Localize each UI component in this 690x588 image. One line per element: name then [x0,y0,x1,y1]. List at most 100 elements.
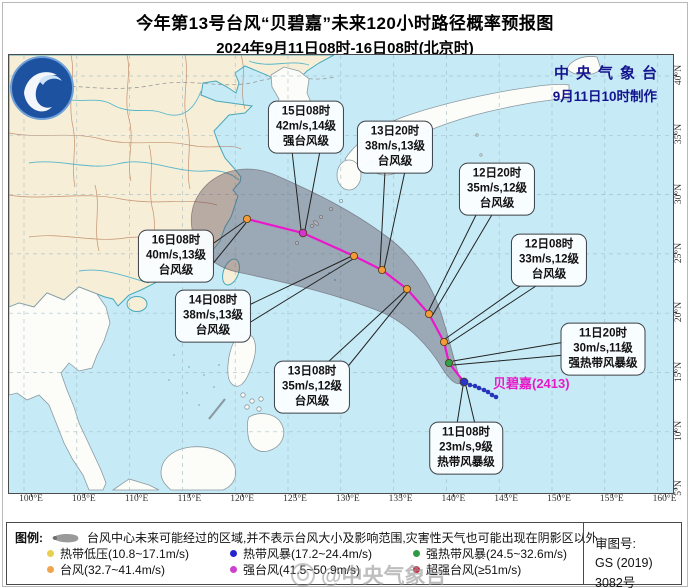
past-position-dot [481,387,487,393]
leader-lines [210,150,566,425]
legend-divider [583,523,585,584]
lon-label: 150°E [547,494,571,504]
page-title: 今年第13号台风“贝碧嘉”未来120小时路径概率预报图 [136,14,554,33]
past-position-dot [493,394,499,400]
forecast-label-13日08时: 13日08时 35m/s,12级 台风级 [273,360,351,414]
axis-tick [295,493,296,497]
forecast-label-11日20时: 11日20时 30m/s,11级 强热带风暴级 [560,322,646,376]
forecast-time: 16日08时 [151,234,201,247]
leader-line [326,290,406,364]
agency-name: 中央气象台 [553,65,664,82]
forecast-label-13日20时: 13日20时 38m/s,13级 台风级 [356,120,434,174]
forecast-position-dot [242,214,251,223]
palawan [208,398,226,420]
forecast-cat: 热带风暴级 [437,456,495,469]
cone-icon [52,533,79,542]
agency-issue-time: 9月11日10时制作 [552,89,657,104]
axis-tick [673,488,677,489]
axis-tick [673,134,677,135]
legend-title: 图例: [15,531,43,545]
forecast-position-dot [459,377,469,387]
forecast-label-14日08时: 14日08时 38m/s,13级 台风级 [174,289,252,343]
storm-name-label: 贝碧嘉(2413) [493,376,570,391]
legend-item-label: 热带低压(10.8~17.1m/s) [60,547,190,561]
legend-item-label: 强热带风暴(24.5~32.6m/s) [426,547,568,561]
axis-tick [242,493,244,497]
forecast-wind: 30m/s,11级 [573,342,633,355]
forecast-position-dot [349,251,358,260]
forecast-position-dot [402,284,411,293]
axis-tick [83,493,85,497]
leader-line [452,354,566,366]
forecast-cat: 台风级 [377,155,413,168]
legend-item: 强热带风暴(24.5~32.6m/s) [413,545,567,562]
forecast-cat: 强热带风暴级 [568,357,638,370]
forecast-cat: 台风级 [158,264,194,277]
legend-color-dot [413,566,420,573]
leader-line [291,150,302,231]
lon-label: 100°E [19,494,43,504]
lon-label: 155°E [599,494,624,504]
legend-item-label: 强台风(41.5~50.9m/s) [243,563,361,577]
sumatra [111,478,160,491]
axis-tick [673,253,677,254]
past-position-dot [467,382,473,388]
leader-line [447,283,540,345]
forecast-position-dot [377,265,386,274]
lon-label: 115°E [177,494,202,504]
hainan [126,296,148,312]
sea-islets [168,272,336,406]
okinawa [312,220,320,226]
leader-line [344,291,409,371]
axis-tick [506,493,508,497]
axis-tick [673,312,677,313]
leader-line [431,212,494,317]
leader-line [456,385,464,425]
forecast-wind: 33m/s,12级 [518,253,580,266]
axis-tick [453,493,455,497]
forecast-label-12日20时: 12日20时 35m/s,12级 台风级 [458,162,536,216]
cma-logo-icon [10,56,74,120]
axis-tick [559,493,560,497]
title-block: 今年第13号台风“贝碧嘉”未来120小时路径概率预报图 2024年9月11日08… [0,9,690,58]
lon-label: 110°E [124,494,149,504]
axis-tick [189,493,191,497]
forecast-label-16日08时: 16日08时 40m/s,13级 台风级 [137,229,215,283]
forecast-map: 中央气象台 9月11日10时制作 贝碧嘉(2413) 11日08时 23m/s,9… [8,54,674,494]
indochina [9,286,111,491]
axis-tick [673,372,677,373]
forecast-time: 12日20时 [472,167,522,180]
forecast-label-11日08时: 11日08时 23m/s,9级 热带风暴级 [429,421,503,475]
legend-color-dot [47,550,54,557]
legend-item: 超强台风(≥51m/s) [413,561,521,578]
forecast-cat: 台风级 [531,268,567,281]
forecast-wind: 38m/s,13级 [182,309,244,322]
forecast-time: 12日08时 [524,238,574,251]
legend-item: 台风(32.7~41.4m/s) [47,561,230,578]
legend-color-dot [230,550,237,557]
legend-item: 热带风暴(17.2~24.4m/s) [230,545,413,562]
axis-tick [347,493,349,497]
forecast-cat: 强台风级 [282,135,329,148]
forecast-time: 11日08时 [442,426,490,439]
forecast-time: 14日08时 [188,294,238,307]
lon-label: 140°E [441,494,466,504]
lon-label: 125°E [283,494,307,504]
axis-tick [136,493,138,497]
leader-line [427,212,478,313]
forecast-wind: 23m/s,9级 [439,441,493,454]
map-approval-number: 审图号: GS (2019) 3082号 [595,537,653,588]
leader-line [210,222,247,267]
legend-item-label: 台风(32.7~41.4m/s) [60,563,166,577]
forecast-cat: 台风级 [294,395,330,408]
axis-tick [673,75,677,76]
forecast-wind: 42m/s,14级 [275,120,337,133]
leader-line [210,220,246,246]
forecast-label-12日08时: 12日08时 33m/s,12级 台风级 [510,233,588,287]
axis-tick [31,493,32,497]
past-position-dot [485,389,491,395]
lon-label: 145°E [494,494,519,504]
forecast-cat: 台风级 [479,197,515,210]
luzon [227,333,256,387]
